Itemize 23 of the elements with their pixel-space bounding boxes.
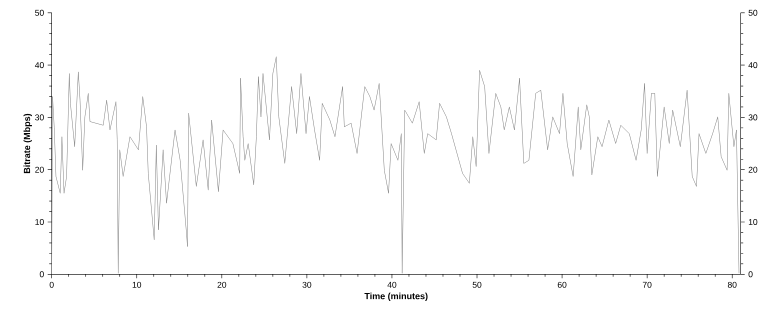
x-axis-title: Time (minutes): [364, 292, 428, 302]
y-tick-label: 10: [35, 219, 44, 225]
y2-tick-label: 30: [748, 114, 758, 120]
y2-tick-label: 20: [748, 166, 758, 173]
y-axis-title: Bitrate (Mbps): [24, 114, 32, 174]
y-tick-label: 30: [35, 114, 44, 120]
y2-tick-label: 50: [748, 10, 758, 16]
y2-tick-label: 40: [748, 62, 758, 68]
y-tick-label: 0: [40, 271, 44, 278]
y2-tick-label: 0: [748, 271, 753, 278]
x-tick-label: 10: [132, 282, 142, 288]
x-tick-label: 70: [642, 282, 652, 288]
y-tick-label: 40: [34, 62, 44, 68]
y2-tick-label: 10: [748, 219, 758, 225]
x-tick-label: 60: [558, 282, 566, 288]
x-tick-label: 0: [50, 282, 54, 288]
x-tick-label: 30: [302, 282, 312, 288]
x-tick-label: 50: [472, 282, 482, 288]
x-tick-label: 40: [387, 282, 396, 288]
y-tick-label: 20: [35, 166, 44, 173]
x-tick-label: 80: [728, 282, 737, 288]
x-tick-label: 20: [218, 282, 226, 288]
y-tick-label: 50: [35, 10, 44, 16]
